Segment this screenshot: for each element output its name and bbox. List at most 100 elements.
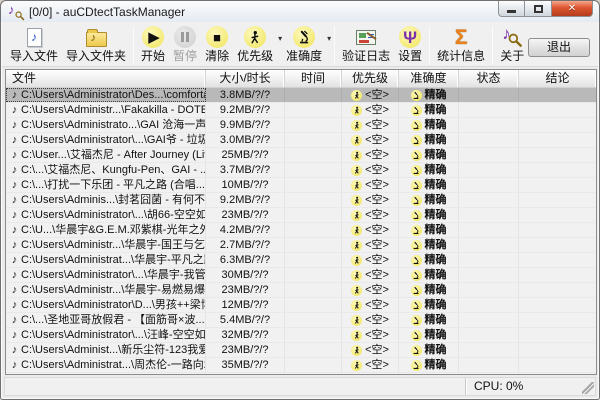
table-row[interactable]: ♪ C:\Users\Administ...\新乐尘符-123我爱你.flac … — [6, 343, 596, 358]
file-path: C:\...\打扰一下乐团 - 平凡之路 (合唱....mp3 — [21, 179, 205, 191]
column-header-status[interactable]: 状态 — [459, 70, 519, 87]
time — [285, 283, 342, 297]
table-row[interactable]: ♪ C:\Users\Administrator\...\汪峰-空空如也.fla… — [6, 328, 596, 343]
priority-walker-icon — [351, 344, 363, 356]
size-duration: 3.8MB/?/? — [206, 88, 285, 102]
table-row[interactable]: ♪ C:\Users\Administr...\华晨宇-易燃易爆炸.flac 2… — [6, 283, 596, 298]
priority-walker-icon — [351, 239, 363, 251]
settings-button[interactable]: Ψ 设置 — [398, 26, 423, 63]
import-folder-button[interactable]: ♪ 导入文件夹 — [66, 28, 127, 63]
priority-value: <空> — [365, 359, 389, 371]
maximize-button[interactable] — [525, 1, 552, 17]
conclusion-value — [519, 268, 596, 282]
table-row[interactable]: ♪ C:\Users\Administrator\Des...\comforta… — [6, 88, 596, 103]
priority-button[interactable]: 优先级 — [233, 25, 277, 63]
table-row[interactable]: ♪ C:\Users\Administrat...\周杰伦-一路向北.flac … — [6, 358, 596, 373]
pause-button[interactable]: 暂停 — [169, 25, 201, 63]
titlebar[interactable]: ♪ [0/0] - auCDtectTaskManager ✕ — [1, 1, 599, 22]
status-value — [459, 253, 519, 267]
priority-value: <空> — [365, 344, 389, 356]
table-row[interactable]: ♪ C:\Users\Administrator\...\GAI爷 - 垃圾话.… — [6, 133, 596, 148]
music-note-icon: ♪ — [11, 314, 18, 326]
column-header-file[interactable]: 文件 — [6, 70, 206, 87]
size-duration: 12MB/?/? — [206, 298, 285, 312]
priority-value: <空> — [365, 314, 389, 326]
table-row[interactable]: ♪ C:\Users\Adminis...\封茗囧菌 - 有何不可.mp3 9.… — [6, 193, 596, 208]
priority-walker-icon — [351, 254, 363, 266]
column-header-time[interactable]: 时间 — [285, 70, 342, 87]
conclusion-value — [519, 193, 596, 207]
priority-value: <空> — [365, 104, 389, 116]
conclusion-value — [519, 298, 596, 312]
size-duration: 32MB/?/? — [206, 328, 285, 342]
music-note-icon: ♪ — [11, 104, 18, 116]
column-header-priority[interactable]: 优先级 — [342, 70, 399, 87]
time — [285, 223, 342, 237]
music-folder-icon: ♪ — [85, 28, 107, 47]
priority-walker-icon — [351, 119, 363, 131]
accuracy-value: 精确 — [424, 134, 447, 146]
accuracy-dropdown-icon[interactable]: ▾ — [327, 34, 332, 43]
conclusion-value — [519, 163, 596, 177]
table-row[interactable]: ♪ C:\Users\Administrator\D...\男孩++梁博.mp3… — [6, 298, 596, 313]
resize-grip-icon[interactable] — [582, 382, 594, 394]
file-path: C:\U...\华晨宇&G.E.M.邓紫棋-光年之外.mp3 — [21, 224, 205, 236]
window-title: [0/0] - auCDtectTaskManager — [29, 4, 186, 19]
priority-value: <空> — [365, 89, 389, 101]
table-row[interactable]: ♪ C:\...\打扰一下乐团 - 平凡之路 (合唱....mp3 10MB/?… — [6, 178, 596, 193]
accuracy-value: 精确 — [424, 329, 447, 341]
start-button[interactable]: ▶ 开始 — [137, 25, 169, 63]
music-note-icon: ♪ — [11, 239, 18, 251]
status-value — [459, 298, 519, 312]
table-row[interactable]: ♪ C:\...\圣地亚哥放假君 - 【面筋哥×波....mp3 5.4MB/?… — [6, 313, 596, 328]
file-path: C:\Users\Administrato...\GAI 沧海一声笑.mp3 — [21, 119, 205, 131]
priority-walker-icon — [351, 329, 363, 341]
verify-log-button[interactable]: 验证日志 — [338, 25, 394, 63]
accuracy-button[interactable]: 准确度 — [282, 25, 326, 63]
time — [285, 268, 342, 282]
accuracy-value: 精确 — [424, 119, 447, 131]
file-path: C:\Users\Administrator\Des...\comfortabl… — [21, 89, 205, 101]
column-header-accuracy[interactable]: 准确度 — [399, 70, 459, 87]
table-row[interactable]: ♪ C:\Users\Administrato...\GAI 沧海一声笑.mp3… — [6, 118, 596, 133]
size-duration: 2.7MB/?/? — [206, 238, 285, 252]
clear-button[interactable]: ■ 清除 — [201, 25, 233, 63]
table-row[interactable]: ♪ C:\Users\Administrator\...\华晨宇-我管你.fla… — [6, 268, 596, 283]
music-note-icon: ♪ — [11, 299, 18, 311]
minimize-icon — [507, 10, 516, 13]
conclusion-value — [519, 313, 596, 327]
table-row[interactable]: ♪ C:\Users\Administrat...\华晨宇-平凡之路.mp3 6… — [6, 253, 596, 268]
minimize-button[interactable] — [498, 1, 525, 17]
priority-walker-icon — [351, 284, 363, 296]
table-row[interactable]: ♪ C:\...\艾福杰尼、Kungfu-Pen、GAI - ....mp3 3… — [6, 163, 596, 178]
close-button[interactable]: ✕ — [552, 1, 593, 17]
import-file-button[interactable]: ♪ 导入文件 — [6, 25, 62, 63]
conclusion-value — [519, 223, 596, 237]
table-row[interactable]: ♪ C:\Users\Administr...\Fakakilla - DOTE… — [6, 103, 596, 118]
time — [285, 208, 342, 222]
accuracy-microscope-icon — [410, 104, 422, 116]
status-value — [459, 238, 519, 252]
table-row[interactable]: ♪ C:\User...\艾福杰尼 - After Journey (Live)… — [6, 148, 596, 163]
about-button[interactable]: ♪ 关于 — [500, 24, 525, 63]
close-icon: ✕ — [567, 3, 577, 14]
file-path: C:\User...\艾福杰尼 - After Journey (Live).f… — [21, 149, 205, 161]
time — [285, 328, 342, 342]
table-row[interactable]: ♪ C:\Users\Administr...\华晨宇-国王与乞丐.mp3 2.… — [6, 238, 596, 253]
statistics-button[interactable]: Σ 统计信息 — [437, 25, 486, 64]
log-certificate-icon — [356, 29, 377, 45]
priority-dropdown-icon[interactable]: ▾ — [278, 34, 283, 43]
conclusion-value — [519, 208, 596, 222]
table-row[interactable]: ♪ C:\Users\Administrator\...\胡66-空空如也.fl… — [6, 208, 596, 223]
accuracy-microscope-icon — [410, 209, 422, 221]
exit-button[interactable]: 退出 — [528, 38, 590, 57]
column-header-conclusion[interactable]: 结论 — [519, 70, 596, 87]
priority-walker-icon — [351, 179, 363, 191]
priority-value: <空> — [365, 164, 389, 176]
time — [285, 238, 342, 252]
statusbar-message-panel — [5, 378, 465, 395]
column-header-size[interactable]: 大小/时长 — [206, 70, 285, 87]
size-duration: 23MB/?/? — [206, 343, 285, 357]
file-path: C:\Users\Administr...\华晨宇-易燃易爆炸.flac — [21, 284, 205, 296]
table-row[interactable]: ♪ C:\U...\华晨宇&G.E.M.邓紫棋-光年之外.mp3 4.2MB/?… — [6, 223, 596, 238]
